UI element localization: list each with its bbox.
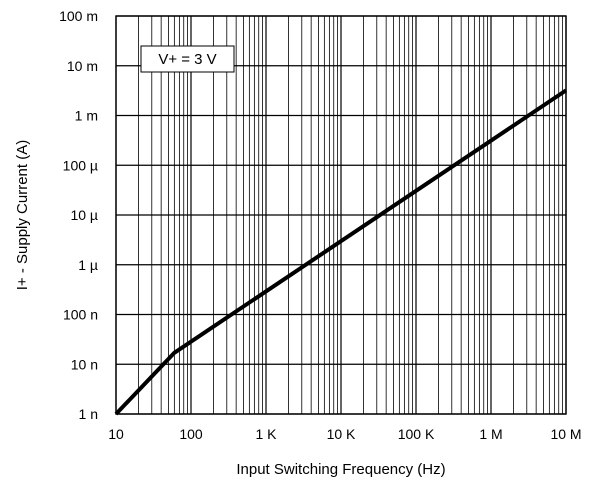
y-tick-label: 10 n: [71, 356, 98, 372]
plot-frame: [115, 15, 567, 415]
y-tick-label: 100 m: [59, 8, 98, 24]
annotation-text: V+ = 3 V: [158, 51, 216, 68]
x-tick-labels: 10 100 1 K 10 K 100 K 1 M 10 M: [108, 426, 581, 442]
x-tick-label: 10: [108, 426, 124, 442]
annotation-box: V+ = 3 V: [140, 45, 235, 73]
y-tick-label: 10 m: [67, 58, 98, 74]
x-tick-label: 1 K: [255, 426, 277, 442]
x-tick-label: 10 M: [550, 426, 581, 442]
x-tick-label: 1 M: [479, 426, 502, 442]
y-tick-label: 100 n: [63, 307, 98, 323]
x-tick-label: 10 K: [327, 426, 356, 442]
y-tick-label: 10 µ: [70, 207, 98, 223]
y-tick-label: 1 µ: [78, 257, 98, 273]
y-tick-label: 1 m: [75, 108, 98, 124]
y-tick-label: 1 n: [79, 406, 98, 422]
x-tick-label: 100: [179, 426, 203, 442]
x-tick-label: 100 K: [398, 426, 435, 442]
series-layer: [114, 88, 568, 416]
y-tick-labels: 1 n 10 n 100 n 1 µ 10 µ 100 µ 1 m 10 m 100 m: [59, 8, 98, 422]
y-axis-title: I+ - Supply Current (A): [14, 140, 31, 290]
y-tick-label: 100 µ: [63, 157, 98, 173]
x-axis-title: Input Switching Frequency (Hz): [236, 461, 445, 478]
supply-current-line: [114, 88, 568, 416]
